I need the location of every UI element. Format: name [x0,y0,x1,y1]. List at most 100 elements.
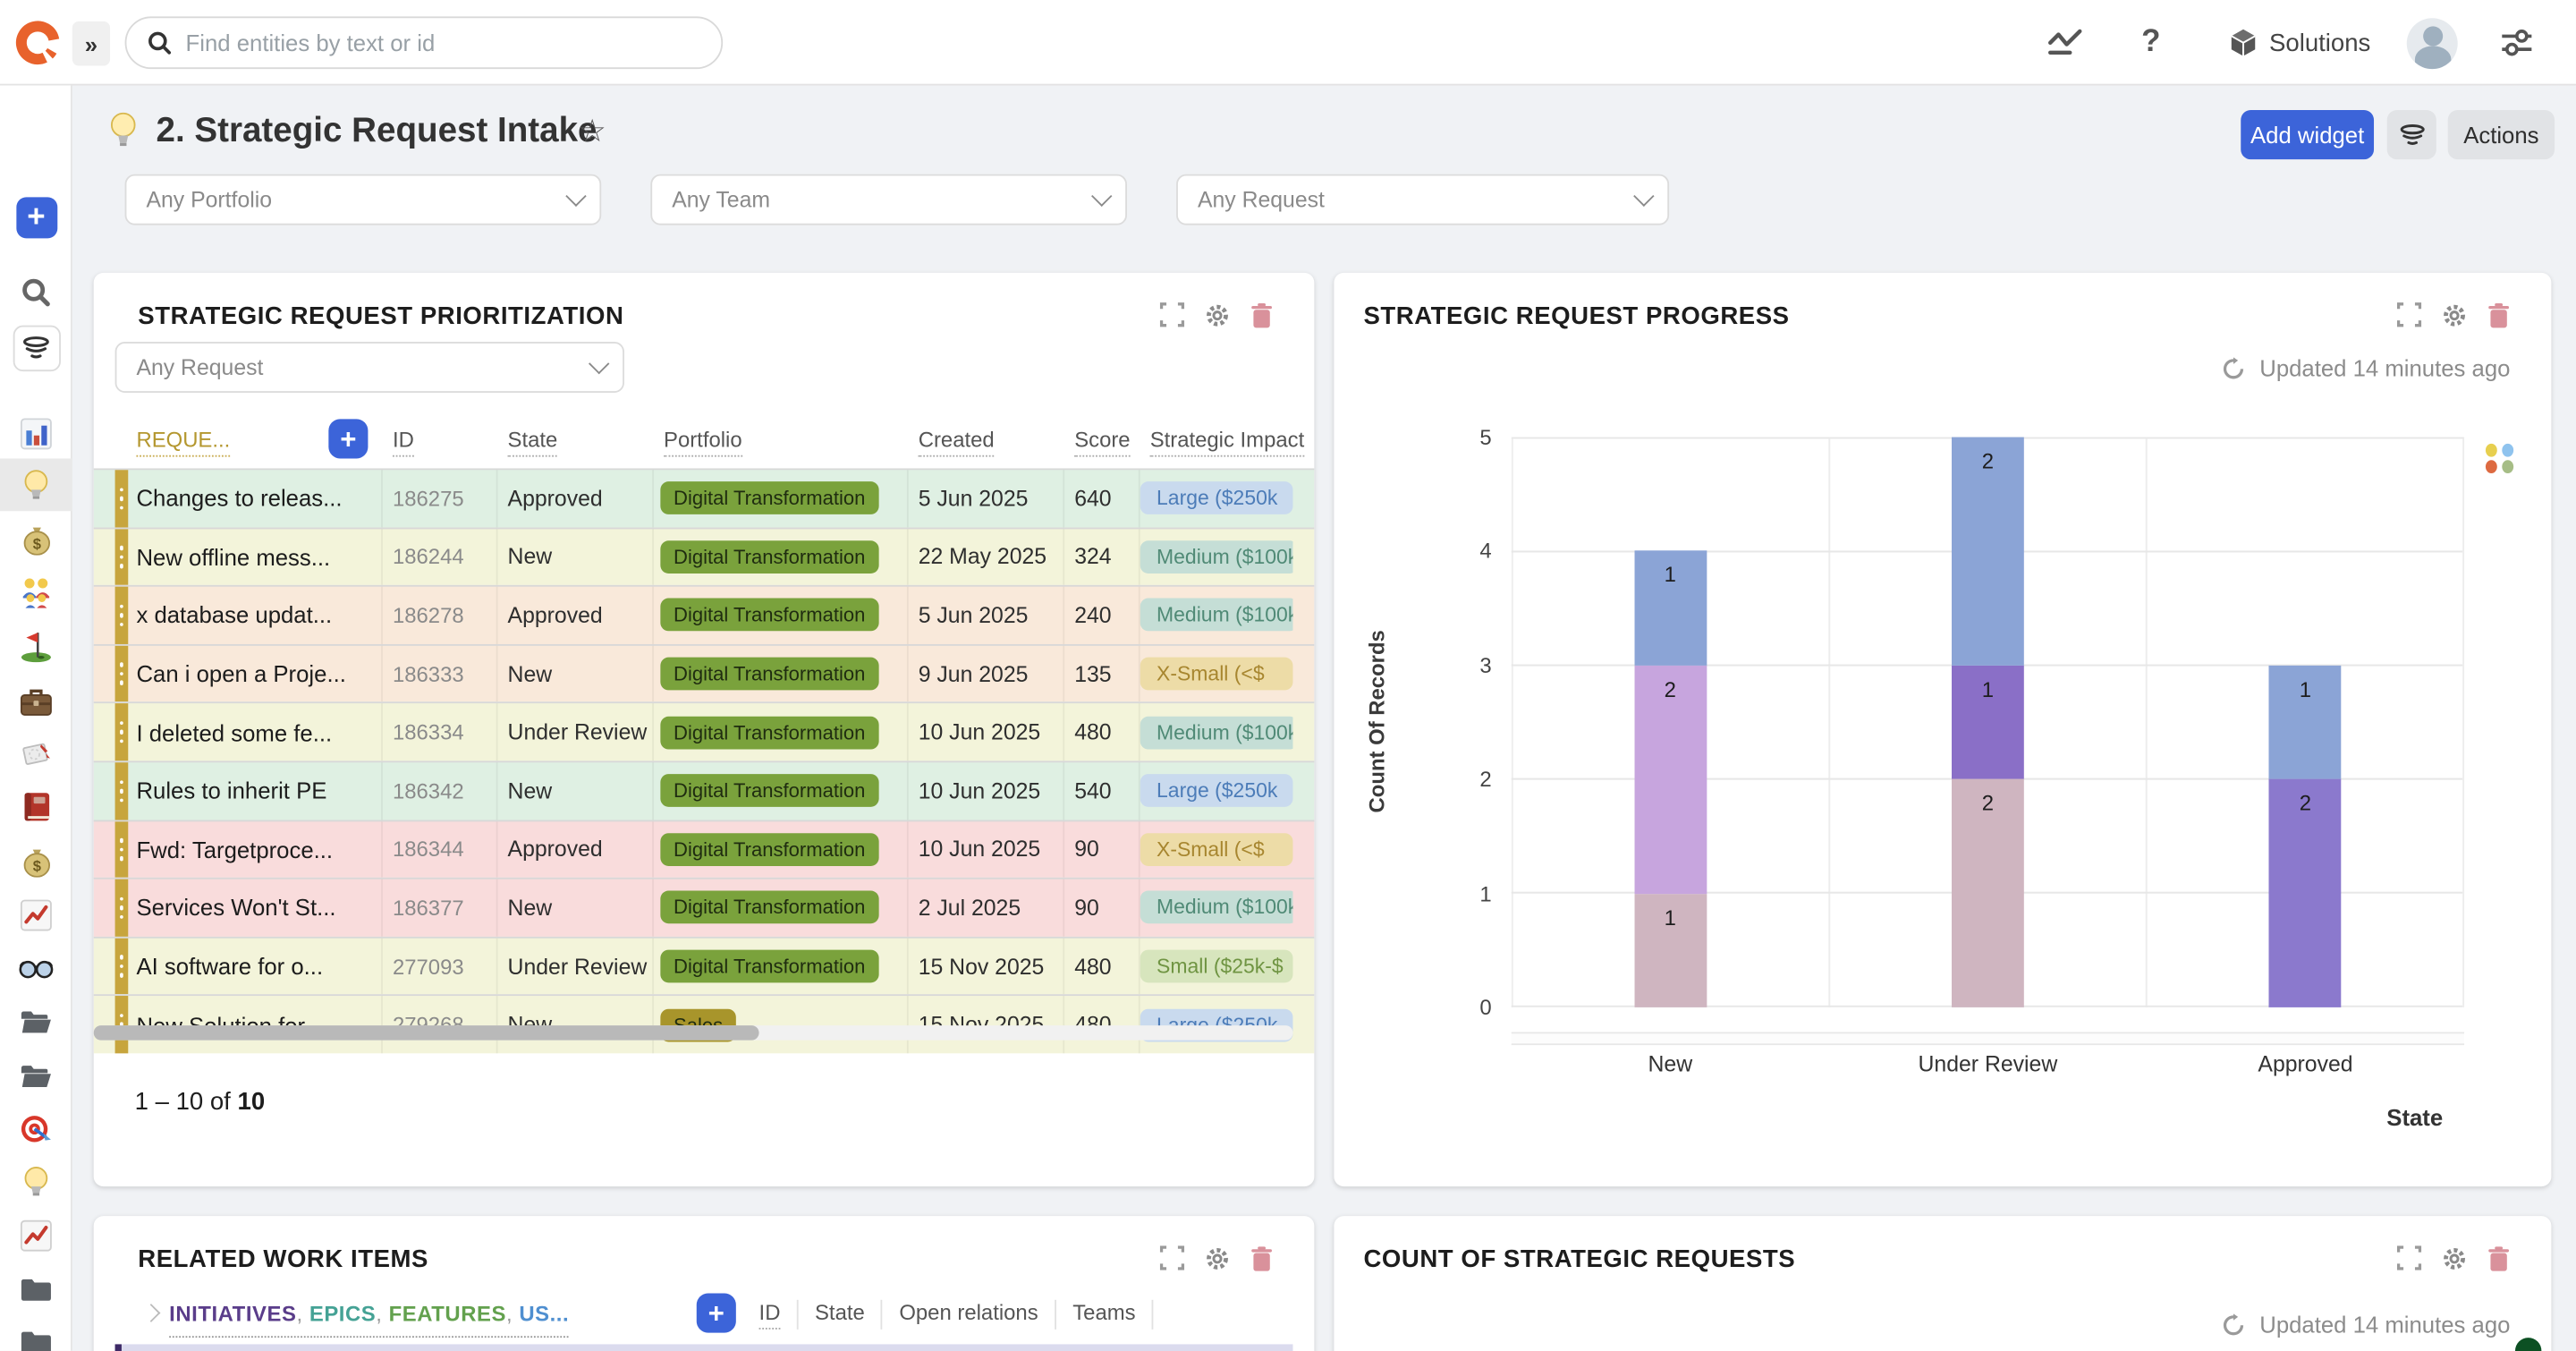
entity-type-tab[interactable]: FEATURES [389,1302,520,1327]
table-row[interactable]: Services Won't St... 186377 New Digital … [93,878,1315,937]
table-row[interactable]: New offline mess... 186244 New Digital T… [93,526,1315,586]
related-column-header[interactable]: State [799,1299,883,1330]
expand-icon[interactable] [2395,301,2423,328]
add-work-item-button[interactable]: + [696,1293,736,1333]
trash-icon[interactable] [2484,301,2512,328]
horizontal-scrollbar[interactable] [93,1025,1293,1041]
table-row[interactable]: New Solution for ... 279268 New Sales 15… [93,994,1315,1054]
table-row[interactable]: Rules to inherit PE 186342 New Digital T… [93,760,1315,820]
column-header-portfolio[interactable]: Portfolio [664,427,742,457]
trash-icon[interactable] [1247,1244,1275,1271]
request-filter-select[interactable]: Any Request [1176,174,1670,225]
metrics-trend-icon[interactable] [2022,26,2108,59]
drag-handle[interactable] [114,938,129,995]
sidebar-views-funnel-icon[interactable] [0,325,72,372]
sidebar-money-bag-icon[interactable]: $ [0,516,72,562]
last-updated[interactable]: Updated 14 minutes ago [2222,1312,2510,1338]
sidebar-chart-up-icon[interactable] [0,892,72,938]
drag-handle[interactable] [114,762,129,820]
gear-icon[interactable] [2439,1244,2467,1271]
table-row[interactable]: AI software for o... 277093 Under Review… [93,936,1315,995]
sidebar-folder-icon[interactable] [0,1267,72,1313]
sidebar-golf-flag-icon[interactable] [0,623,72,668]
entity-type-tab[interactable]: EPICS [309,1302,389,1327]
targetprocess-logo-icon[interactable] [13,18,63,67]
add-widget-button[interactable]: Add widget [2241,110,2375,160]
sidebar-lightbulb-icon-2[interactable] [0,1159,72,1204]
expand-icon[interactable] [1158,1244,1186,1271]
sidebar-lightbulb-icon-active[interactable] [0,458,72,512]
sidebar-family-icon[interactable] [0,570,72,616]
solutions-menu[interactable]: Solutions [2230,28,2370,57]
dashboard-filter-icon[interactable] [2386,110,2436,160]
expand-icon[interactable] [2395,1244,2423,1271]
strategic-impact-badge: Small ($25k-$ [1140,949,1293,983]
trash-icon[interactable] [2484,1244,2512,1271]
portfolio-filter-select[interactable]: Any Portfolio [124,174,602,225]
table-row[interactable]: x database updat... 186278 Approved Digi… [93,585,1315,644]
drag-handle[interactable] [114,470,129,527]
column-header-created[interactable]: Created [918,427,995,457]
settings-sliders-icon[interactable] [2458,26,2576,59]
entity-type-tabs[interactable]: INITIATIVESEPICSFEATURESUS... [169,1300,570,1338]
column-header-score[interactable]: Score [1074,427,1131,457]
drag-handle[interactable] [114,645,129,702]
table-row[interactable]: Fwd: Targetproce... 186344 Approved Digi… [93,819,1315,879]
sidebar-bar-chart-icon[interactable] [0,411,72,456]
global-search[interactable] [124,16,724,70]
table-row[interactable]: Changes to releas... 186275 Approved Dig… [93,468,1315,527]
related-column-header[interactable]: Teams [1056,1299,1154,1330]
trash-icon[interactable] [1247,301,1275,328]
user-avatar[interactable] [2406,17,2458,69]
actions-button[interactable]: Actions [2447,110,2555,160]
related-column-header[interactable]: ID [742,1299,799,1330]
entity-type-tab[interactable]: US... [519,1301,570,1327]
sidebar-dart-target-icon[interactable] [0,1106,72,1151]
drag-handle[interactable] [114,587,129,644]
sidebar-money-bag-icon-2[interactable]: $ [0,838,72,884]
table-row[interactable]: Can i open a Proje... 186333 New Digital… [93,643,1315,702]
gear-icon[interactable] [1202,301,1230,328]
drag-handle[interactable] [114,703,129,761]
sidebar-chart-up-icon-2[interactable] [0,1212,72,1258]
gear-icon[interactable] [1202,1244,1230,1271]
expand-icon[interactable] [1158,301,1186,328]
scrollbar-thumb[interactable] [93,1025,759,1041]
column-header-state[interactable]: State [507,427,558,457]
last-updated[interactable]: Updated 14 minutes ago [2222,355,2510,381]
refresh-icon[interactable] [2222,356,2247,381]
refresh-icon[interactable] [2222,1313,2247,1338]
expand-chevron-icon[interactable] [141,1304,161,1322]
gear-icon[interactable] [2439,301,2467,328]
column-header-request[interactable]: REQUE... [136,427,231,457]
widget-request-filter-select[interactable]: Any Request [114,342,624,393]
search-input[interactable] [185,30,702,56]
table-row[interactable]: I deleted some fe... 186334 Under Review… [93,701,1315,761]
drag-handle[interactable] [114,820,129,879]
team-filter-select[interactable]: Any Team [650,174,1127,225]
add-row-button[interactable]: + [328,419,369,459]
chart-colors-icon[interactable] [2485,443,2515,473]
sidebar-open-folder-icon-2[interactable] [0,1051,72,1097]
sidebar-search-icon[interactable] [0,269,72,315]
sidebar-book-icon[interactable] [0,784,72,829]
drag-handle[interactable] [114,528,129,586]
entity-type-tab[interactable]: INITIATIVES [169,1302,309,1327]
sidebar-briefcase-icon[interactable] [0,679,72,725]
related-column-header[interactable]: Open relations [883,1299,1056,1330]
sidebar-glasses-icon[interactable] [0,945,72,990]
create-entity-button[interactable]: + [0,194,72,240]
favorite-star-icon[interactable]: ☆ [578,115,606,150]
column-header-impact[interactable]: Strategic Impact [1149,427,1305,457]
column-header-id[interactable]: ID [392,427,414,457]
related-row-preview[interactable] [114,1344,1293,1351]
portfolio-badge: Digital Transformation [660,540,879,574]
sidebar-open-folder-icon[interactable] [0,998,72,1043]
page-title: 2. Strategic Request Intake [156,111,597,150]
drag-handle[interactable] [114,879,129,937]
sidebar-folder-icon-2[interactable] [0,1320,72,1351]
sidebar-bookmark-icon[interactable] [0,731,72,777]
help-icon[interactable]: ? [2141,24,2161,60]
collapse-sidebar-button[interactable]: » [72,21,111,66]
